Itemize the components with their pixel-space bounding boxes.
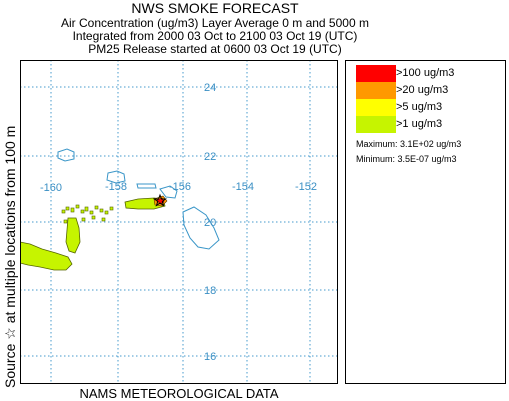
lat-label: 16: [204, 351, 216, 363]
lon-labels: -160 -158 -156 -154 -152: [40, 181, 317, 194]
subtitle-release: PM25 Release started at 0600 03 Oct 19 (…: [88, 42, 342, 56]
smoke-speck: [80, 209, 85, 214]
smoke-plume-central: [65, 217, 81, 254]
smoke-speck: [99, 208, 104, 213]
lon-label: -152: [295, 181, 317, 193]
legend-item-5: >5 ug/m3: [356, 99, 506, 116]
page-title: NWS SMOKE FORECAST: [131, 0, 299, 16]
smoke-speck: [89, 210, 94, 215]
smoke-speck: [75, 204, 80, 209]
coastlines: [57, 148, 220, 250]
source-side-label: Source ☆ at multiple locations from 100 …: [2, 125, 18, 388]
legend-item-100: >100 ug/m3: [356, 65, 506, 82]
legend-swatch: [356, 82, 396, 99]
lat-label: 24: [204, 82, 216, 94]
legend-label: >100 ug/m3: [396, 67, 455, 79]
lat-label: 20: [204, 217, 216, 229]
smoke-speck: [101, 217, 106, 222]
smoke-speck: [104, 210, 109, 215]
smoke-speck: [94, 205, 99, 210]
smoke-specks: [61, 204, 114, 224]
legend-label: >5 ug/m3: [396, 101, 443, 113]
legend-item-1: >1 ug/m3: [356, 116, 506, 133]
subtitle-integration: Integrated from 2000 03 Oct to 2100 03 O…: [72, 29, 358, 43]
legend-swatch: [356, 116, 396, 133]
smoke-speck: [65, 206, 70, 211]
lat-labels: 24 22 20 18 16: [204, 82, 216, 363]
smoke-speck: [91, 215, 96, 220]
lat-label: 22: [204, 151, 216, 163]
smoke-speck: [109, 206, 114, 211]
smoke-plume-south: [20, 241, 73, 271]
legend-panel: >100 ug/m3 >20 ug/m3 >5 ug/m3 >1 ug/m3 M…: [345, 60, 506, 384]
coast-maui: [159, 185, 178, 199]
lon-label: -154: [232, 181, 254, 193]
legend-item-20: >20 ug/m3: [356, 82, 506, 99]
subtitle-concentration: Air Concentration (ug/m3) Layer Average …: [61, 16, 369, 30]
smoke-speck: [61, 209, 66, 214]
legend-label: >1 ug/m3: [396, 118, 443, 130]
footer-credit: NAMS METEOROLOGICAL DATA: [79, 386, 279, 401]
legend-swatch: [356, 99, 396, 116]
lon-label: -158: [105, 181, 127, 193]
coast-kauai: [57, 148, 75, 162]
coast-hawaii: [182, 206, 220, 250]
smoke-map: -160 -158 -156 -154 -152 24 22 20 18 16: [20, 60, 338, 384]
map-frame: [20, 60, 338, 384]
smoke-speck: [84, 206, 89, 212]
star-icon: [153, 193, 167, 207]
smoke-speck: [81, 217, 86, 222]
lon-label: -156: [169, 181, 191, 193]
lon-label: -160: [40, 182, 62, 194]
coast-molokai: [136, 183, 157, 189]
lat-label: 18: [204, 285, 216, 297]
smoke-plumes: [20, 195, 168, 271]
smoke-speck: [63, 219, 68, 224]
legend-label: >20 ug/m3: [396, 84, 449, 96]
legend-maximum: Maximum: 3.1E+02 ug/m3: [356, 139, 462, 149]
legend-swatch: [356, 65, 396, 82]
coast-oahu: [106, 170, 126, 184]
smoke-speck: [70, 207, 75, 213]
legend-minimum: Minimum: 3.5E-07 ug/m3: [356, 154, 457, 164]
